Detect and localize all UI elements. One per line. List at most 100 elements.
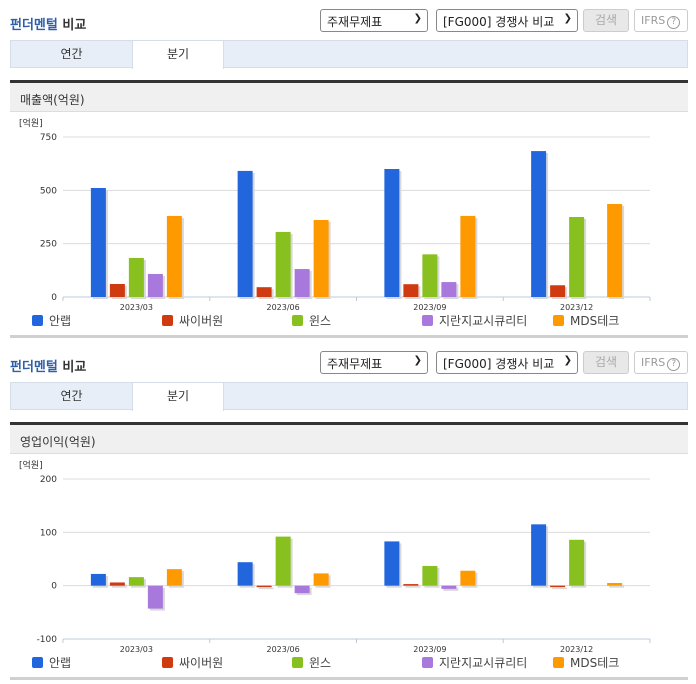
bar[interactable]: [384, 541, 400, 586]
legend-swatch: [422, 315, 433, 326]
bar[interactable]: [422, 254, 438, 297]
legend-swatch: [162, 315, 173, 326]
bar[interactable]: [256, 287, 272, 297]
legend-label: 안랩: [49, 314, 71, 328]
bar[interactable]: [237, 170, 253, 297]
bar[interactable]: [403, 284, 419, 297]
y-tick-label: 0: [51, 293, 57, 303]
bar[interactable]: [569, 217, 585, 297]
statement-type-select[interactable]: 주재무제표 ❯: [320, 9, 428, 32]
bar[interactable]: [90, 187, 106, 297]
bar[interactable]: [166, 215, 182, 297]
tab-quarterly[interactable]: 분기: [132, 41, 224, 69]
comparison-select[interactable]: [FG000] 경쟁사 비교 ❯: [436, 9, 578, 32]
x-tick-label: 2023/12: [560, 645, 593, 654]
legend-item[interactable]: 지란지교시큐리티: [422, 656, 527, 670]
bar[interactable]: [166, 569, 182, 586]
x-tick-label: 2023/03: [120, 645, 153, 654]
bar[interactable]: [313, 573, 329, 586]
bar[interactable]: [460, 215, 476, 297]
panel-header: 펀더멘털 비교 주재무제표 ❯ [FG000] 경쟁사 비교 ❯ 검색 IFRS?: [0, 342, 696, 380]
bar[interactable]: [384, 169, 400, 297]
statement-type-select[interactable]: 주재무제표 ❯: [320, 351, 428, 374]
search-button[interactable]: 검색: [583, 351, 629, 374]
y-tick-label: 0: [51, 582, 57, 592]
bar[interactable]: [607, 203, 623, 297]
y-tick-label: -100: [37, 635, 58, 645]
title-rest: 비교: [57, 360, 87, 375]
legend-item[interactable]: 지란지교시큐리티: [422, 314, 527, 328]
bar[interactable]: [441, 282, 457, 297]
bar[interactable]: [460, 570, 476, 586]
fundamental-panel-1: 펀더멘털 비교 주재무제표 ❯ [FG000] 경쟁사 비교 ❯ 검색 IFRS? …: [0, 0, 696, 338]
legend-item[interactable]: 윈스: [292, 314, 331, 328]
select-value: [FG000] 경쟁사 비교: [443, 15, 555, 29]
legend-item[interactable]: MDS테크: [553, 656, 619, 670]
y-axis-unit: [억원]: [19, 459, 43, 471]
ifrs-help-button[interactable]: IFRS?: [634, 9, 688, 32]
bar[interactable]: [403, 584, 419, 586]
bar-shadow: [405, 586, 421, 588]
bar[interactable]: [237, 562, 253, 586]
legend-item[interactable]: 안랩: [32, 656, 71, 670]
tab-annual[interactable]: 연간: [60, 47, 83, 61]
help-icon: ?: [667, 358, 681, 371]
bar[interactable]: [313, 219, 329, 297]
bar[interactable]: [531, 524, 547, 586]
chevron-down-icon: ❯: [563, 13, 572, 24]
legend-swatch: [162, 657, 173, 668]
chevron-down-icon: ❯: [413, 355, 422, 366]
legend-label: MDS테크: [570, 314, 619, 328]
legend-item[interactable]: 싸이버원: [162, 314, 223, 328]
bar[interactable]: [128, 577, 144, 586]
x-tick-label: 2023/12: [560, 303, 593, 312]
x-tick-label: 2023/06: [267, 303, 300, 312]
legend-item[interactable]: MDS테크: [553, 314, 619, 328]
bar[interactable]: [422, 565, 438, 586]
comparison-select[interactable]: [FG000] 경쟁사 비교 ❯: [436, 351, 578, 374]
period-tabs: 연간 분기: [10, 382, 688, 411]
bar[interactable]: [109, 582, 125, 586]
legend-item[interactable]: 안랩: [32, 314, 71, 328]
ifrs-help-button[interactable]: IFRS?: [634, 351, 688, 374]
bar[interactable]: [550, 285, 566, 297]
legend-item[interactable]: 싸이버원: [162, 656, 223, 670]
bar[interactable]: [90, 573, 106, 586]
title-rest: 비교: [57, 18, 87, 33]
bar-shadow: [443, 587, 459, 591]
tab-annual[interactable]: 연간: [60, 389, 83, 403]
help-icon: ?: [667, 16, 681, 29]
search-button[interactable]: 검색: [583, 9, 629, 32]
legend-item[interactable]: 윈스: [292, 656, 331, 670]
bar[interactable]: [147, 273, 163, 297]
bar[interactable]: [147, 585, 163, 609]
legend-swatch: [292, 315, 303, 326]
bar[interactable]: [275, 536, 291, 586]
bar[interactable]: [294, 585, 310, 594]
bar[interactable]: [531, 151, 547, 297]
bar[interactable]: [550, 585, 566, 588]
bar-shadow: [552, 587, 568, 590]
bar-shadow: [609, 585, 625, 588]
bar[interactable]: [294, 269, 310, 297]
title-highlight: 펀더멘털: [10, 360, 58, 375]
bar[interactable]: [441, 585, 457, 589]
select-value: 주재무제표: [327, 15, 383, 29]
legend-swatch: [422, 657, 433, 668]
select-value: [FG000] 경쟁사 비교: [443, 357, 555, 371]
bar[interactable]: [569, 539, 585, 586]
bar[interactable]: [256, 585, 272, 588]
bar[interactable]: [607, 583, 623, 586]
bar[interactable]: [109, 283, 125, 297]
fundamental-panel-2: 펀더멘털 비교 주재무제표 ❯ [FG000] 경쟁사 비교 ❯ 검색 IFRS? …: [0, 342, 696, 684]
y-tick-label: 750: [40, 133, 57, 143]
tab-quarterly[interactable]: 분기: [132, 383, 224, 411]
bar[interactable]: [128, 257, 144, 297]
bar-chart: [억원] 0 250 500 750 2023/03 2023/06 2023/09 2023/…: [10, 112, 688, 332]
legend-swatch: [553, 315, 564, 326]
bar[interactable]: [275, 231, 291, 297]
panel-header: 펀더멘털 비교 주재무제표 ❯ [FG000] 경쟁사 비교 ❯ 검색 IFRS?: [0, 0, 696, 38]
y-tick-label: 500: [40, 186, 57, 196]
legend-label: 싸이버원: [179, 656, 223, 670]
chevron-down-icon: ❯: [563, 355, 572, 366]
